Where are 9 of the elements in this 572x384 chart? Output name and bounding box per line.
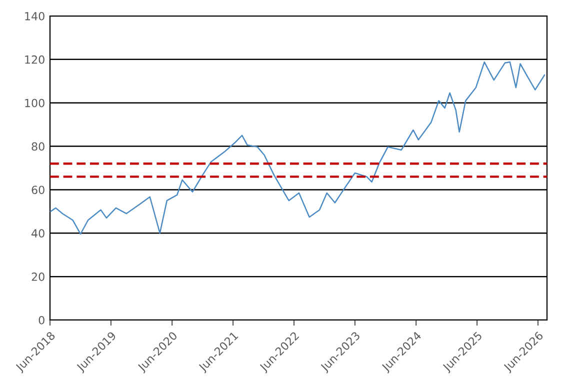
y-tick-label: 20 [32, 272, 44, 281]
y-tick-label: 60 [32, 186, 44, 194]
y-tick-label: 120 [25, 55, 44, 64]
line-series [50, 61, 546, 235]
y-tick-label: 140 [25, 12, 44, 20]
y-tick-label: 40 [32, 229, 44, 238]
y-tick-label: 0 [38, 316, 44, 324]
y-tick-label: 100 [25, 98, 44, 108]
y-tick-label: 80 [32, 142, 44, 151]
